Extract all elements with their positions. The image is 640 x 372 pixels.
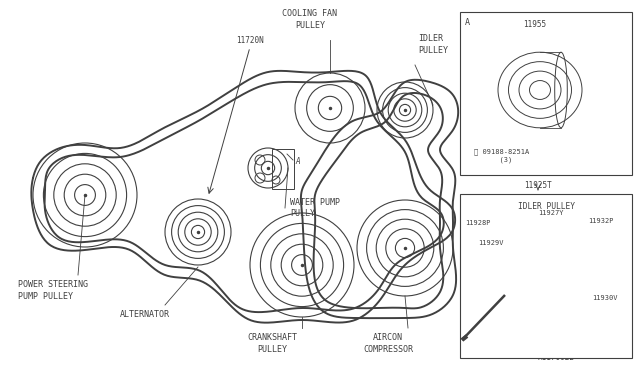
- Text: R117002B: R117002B: [538, 353, 575, 362]
- Text: A: A: [295, 157, 300, 167]
- Text: 11955: 11955: [524, 20, 547, 29]
- Text: A: A: [465, 18, 470, 27]
- Bar: [460, 194, 632, 358]
- Text: 11930V: 11930V: [592, 295, 618, 301]
- Text: POWER STEERING
PUMP PULLEY: POWER STEERING PUMP PULLEY: [18, 280, 88, 301]
- Text: 11932P: 11932P: [588, 218, 614, 224]
- Text: ALTERNATOR: ALTERNATOR: [120, 310, 170, 319]
- Bar: [460, 12, 632, 175]
- Text: WATER PUMP
PULLY: WATER PUMP PULLY: [290, 198, 340, 218]
- Text: COOLING FAN
PULLEY: COOLING FAN PULLEY: [282, 9, 337, 30]
- Text: IDLER PULLEY: IDLER PULLEY: [518, 202, 575, 211]
- Text: 11925T: 11925T: [524, 180, 552, 189]
- Text: 11720N: 11720N: [236, 36, 264, 45]
- Text: AIRCON
COMPRESSOR: AIRCON COMPRESSOR: [363, 333, 413, 354]
- Text: 11929V: 11929V: [478, 240, 504, 246]
- Text: Ⓑ 09188-8251A
      (3): Ⓑ 09188-8251A (3): [474, 148, 529, 163]
- Text: IDLER
PULLEY: IDLER PULLEY: [418, 34, 448, 55]
- Text: CRANKSHAFT
PULLEY: CRANKSHAFT PULLEY: [247, 333, 297, 354]
- Text: 11927Y: 11927Y: [538, 210, 563, 216]
- Text: 11928P: 11928P: [465, 220, 490, 226]
